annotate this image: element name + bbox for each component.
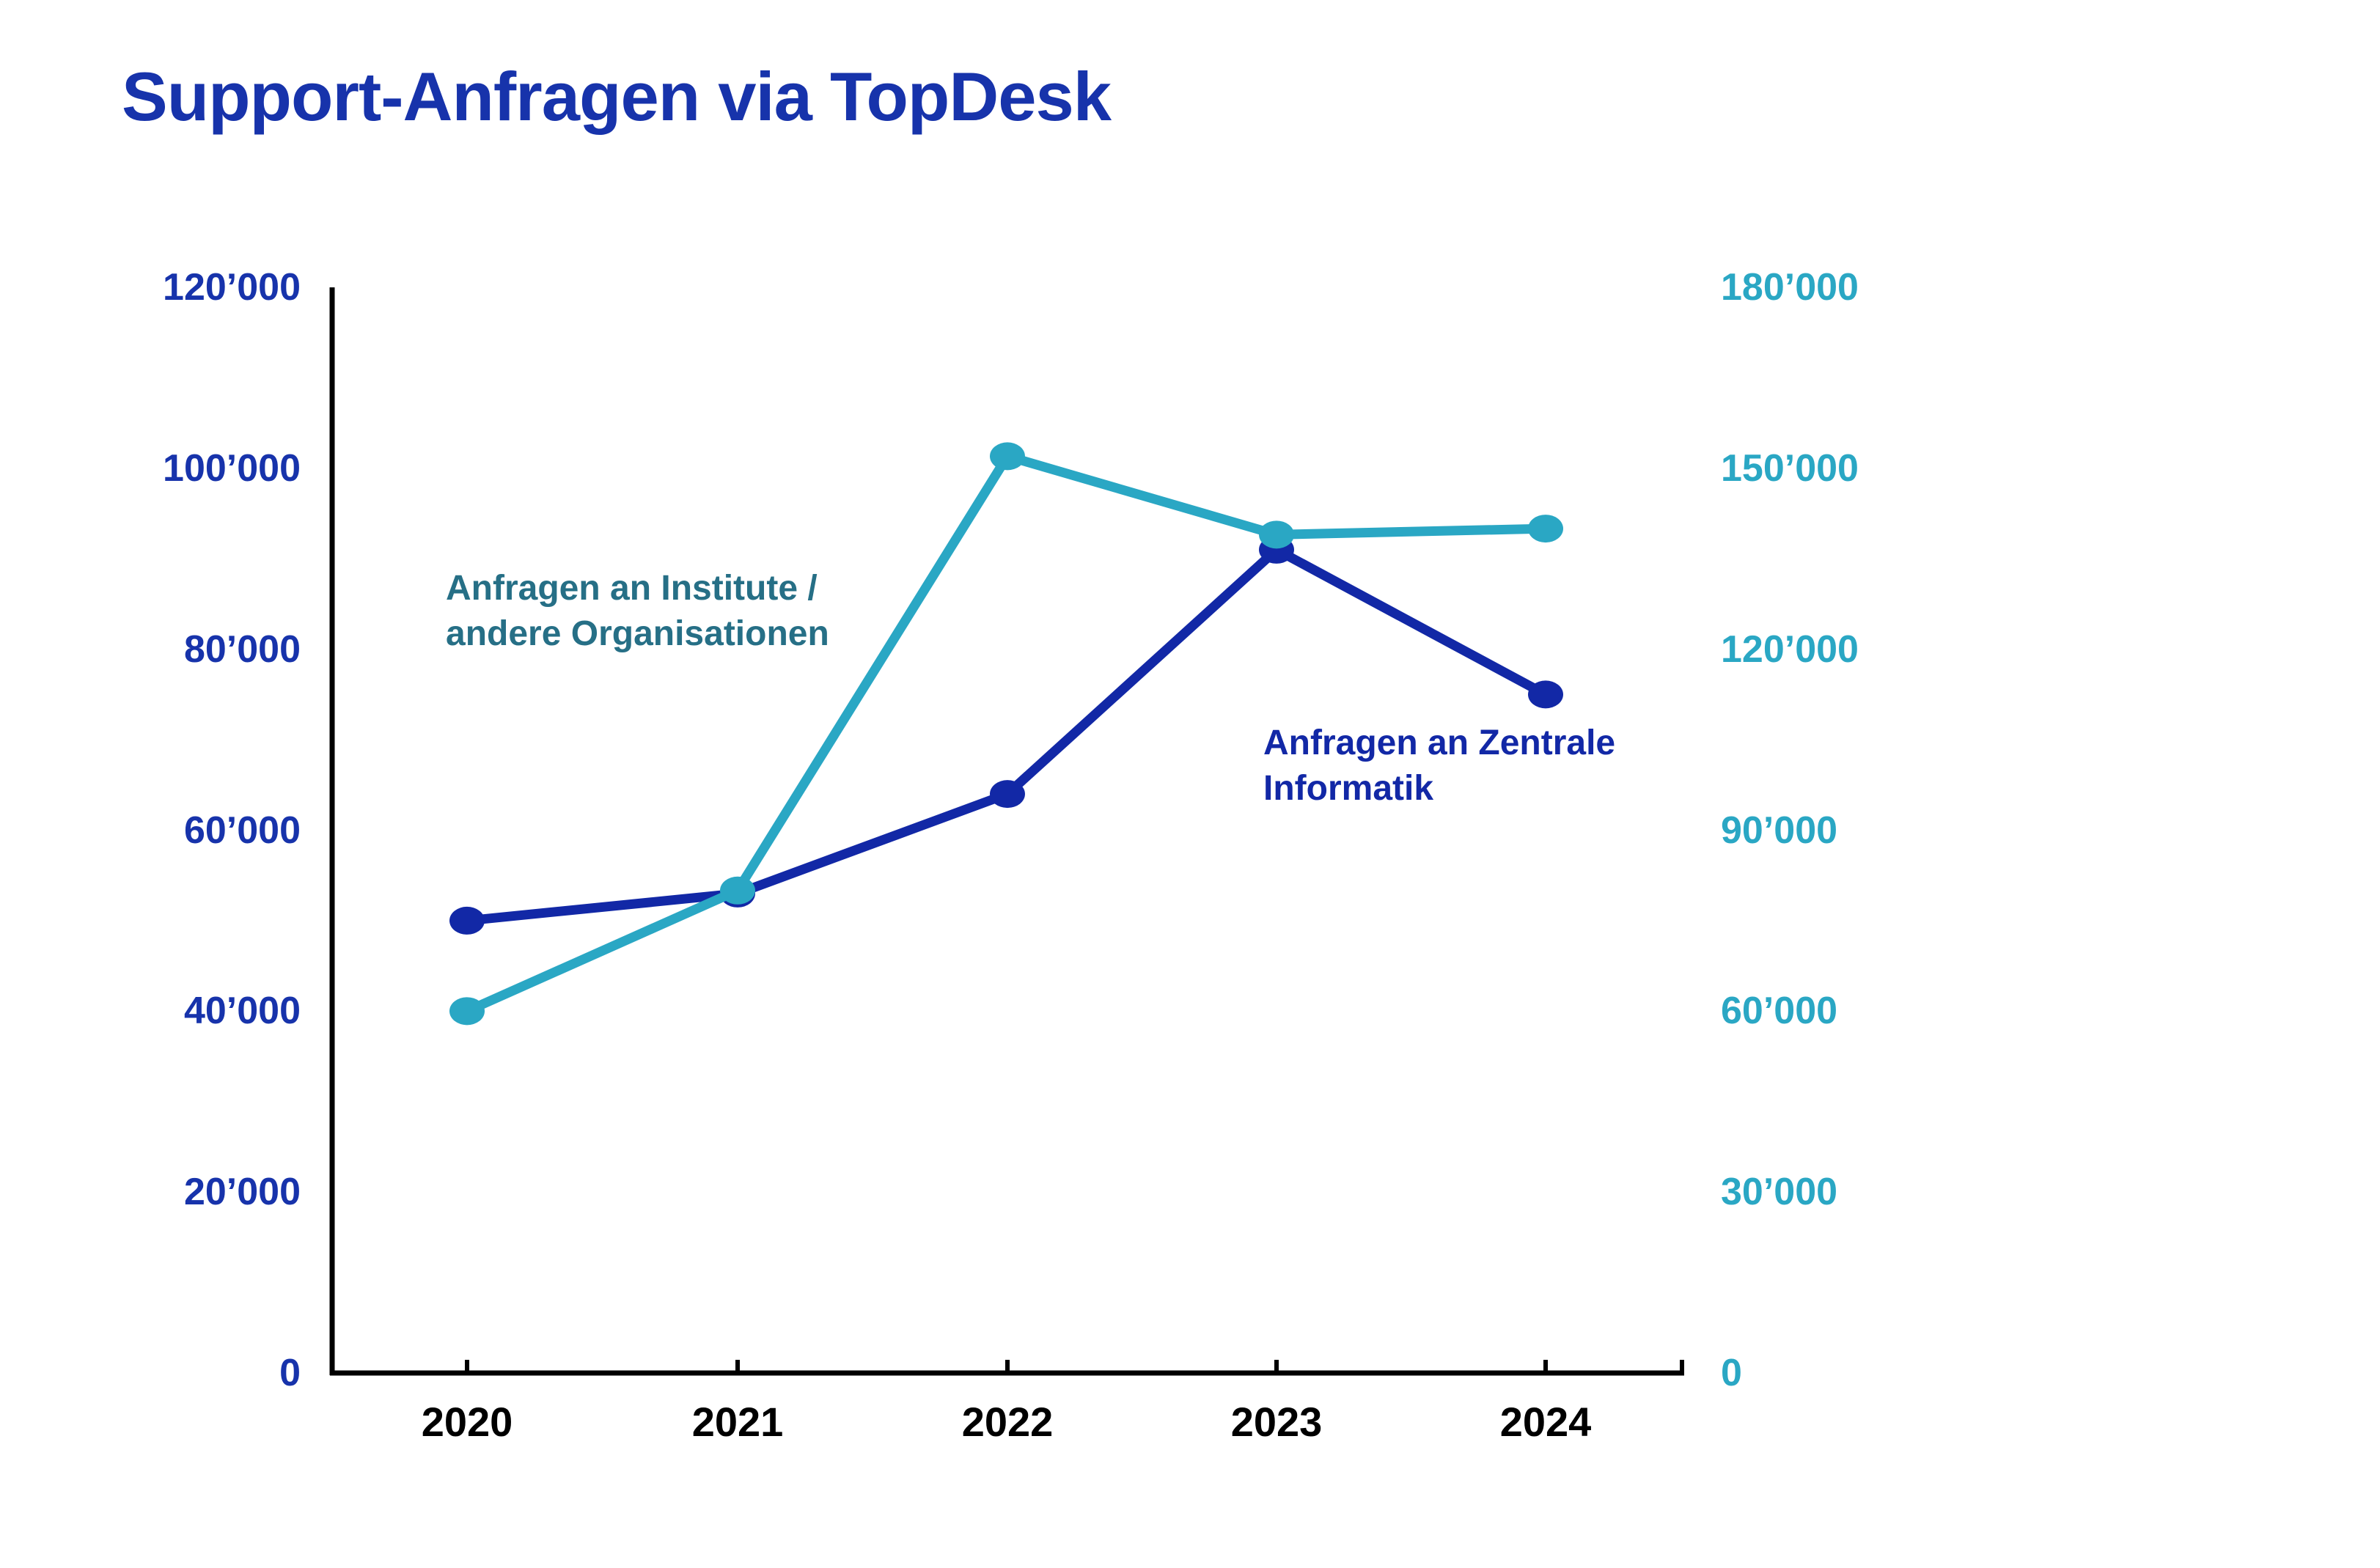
chart-title: Support-Anfragen via TopDesk: [122, 58, 1112, 135]
x-axis-label: 2022: [961, 1399, 1054, 1445]
right-axis-tick: 60’000: [1721, 990, 1838, 1032]
right-axis-tick: 180’000: [1721, 266, 1859, 309]
x-axis-label: 2024: [1499, 1399, 1592, 1445]
right-axis-tick: 120’000: [1721, 628, 1859, 671]
left-axis-tick: 80’000: [183, 628, 301, 671]
x-axis-label: 2021: [691, 1399, 784, 1445]
left-axis-tick: 20’000: [183, 1171, 301, 1213]
right-axis-tick: 30’000: [1721, 1171, 1838, 1213]
series-label-line: andere Organisationen: [446, 614, 829, 653]
left-axis-tick: 60’000: [183, 809, 301, 852]
x-axis-label: 2023: [1230, 1399, 1323, 1445]
right-axis-tick: 0: [1721, 1352, 1742, 1394]
right-axis-tick: 150’000: [1721, 447, 1859, 490]
series-label-line: Anfragen an Zentrale: [1263, 724, 1616, 762]
series-label-line: Anfragen an Institute /: [446, 569, 818, 608]
series-label-line: Informatik: [1263, 769, 1434, 808]
x-axis-label: 2020: [421, 1399, 513, 1445]
left-axis-tick: 120’000: [163, 266, 301, 309]
left-axis-tick: 0: [279, 1352, 301, 1394]
series-label-institute: Anfragen an Institute / andere Organisat…: [446, 566, 829, 657]
left-axis-tick: 40’000: [183, 990, 301, 1032]
left-axis-tick: 100’000: [163, 447, 301, 490]
series-label-zentrale-informatik: Anfragen an Zentrale Informatik: [1263, 721, 1615, 811]
right-axis-tick: 90’000: [1721, 809, 1838, 852]
